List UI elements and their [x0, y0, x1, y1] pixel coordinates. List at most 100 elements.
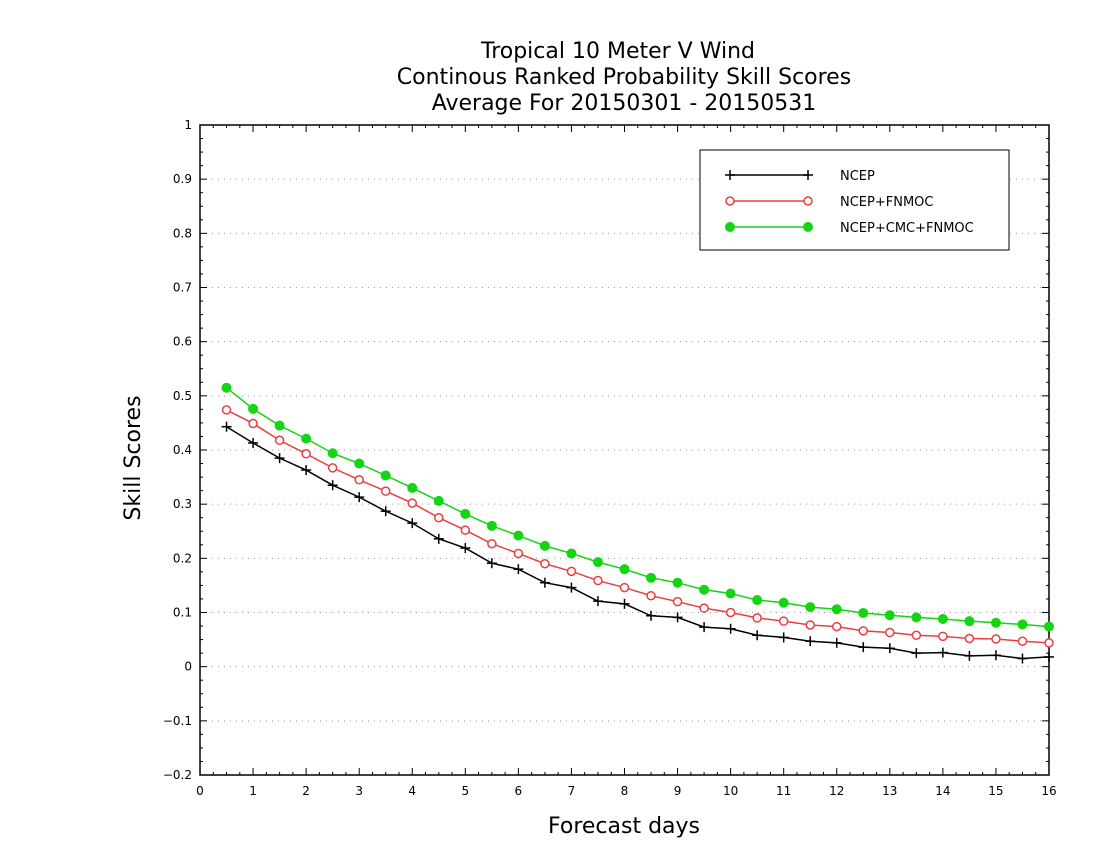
data-point — [990, 617, 1001, 628]
y-tick-label: 0.8 — [173, 226, 192, 240]
data-point — [274, 420, 285, 431]
data-point — [672, 612, 683, 623]
data-point — [539, 577, 550, 588]
x-tick-label: 11 — [776, 784, 791, 798]
data-point — [752, 613, 762, 623]
data-point — [301, 433, 312, 444]
y-tick-label: 0.9 — [173, 172, 192, 186]
data-point — [460, 525, 471, 535]
data-point — [752, 630, 763, 641]
data-point — [805, 620, 815, 630]
x-tick-label: 5 — [461, 784, 469, 798]
data-point — [433, 495, 444, 506]
legend-marker — [803, 196, 813, 206]
data-point — [752, 595, 763, 606]
legend-marker — [803, 170, 813, 180]
data-point — [778, 597, 789, 608]
data-point — [592, 557, 603, 568]
y-tick-label: 0.7 — [173, 281, 192, 295]
data-point — [619, 582, 630, 593]
data-point — [938, 631, 948, 642]
data-point — [566, 582, 577, 593]
data-point — [619, 564, 630, 575]
data-point — [221, 382, 232, 393]
y-axis-title: Skill Scores — [121, 395, 146, 520]
data-point — [486, 558, 497, 569]
x-tick-label: 14 — [935, 784, 950, 798]
data-point — [301, 465, 312, 476]
series-line — [226, 387, 1050, 628]
data-point — [407, 498, 417, 508]
data-point — [991, 634, 1001, 644]
x-tick-label: 16 — [1041, 784, 1056, 798]
data-point — [964, 616, 975, 627]
data-point — [248, 418, 258, 429]
data-point — [964, 633, 975, 644]
data-point — [248, 403, 259, 414]
y-tick-label: 1 — [184, 118, 192, 132]
series-line — [226, 426, 1050, 660]
data-point — [274, 453, 285, 464]
data-point — [539, 540, 550, 551]
data-point — [964, 650, 975, 661]
series-group — [221, 382, 1054, 664]
data-point — [699, 603, 709, 613]
data-point — [354, 475, 364, 485]
y-tick-label: 0.5 — [173, 389, 192, 403]
series-ncep-cmc-fnmoc — [221, 382, 1054, 632]
data-point — [221, 405, 232, 415]
data-point — [407, 518, 418, 529]
legend-marker — [725, 170, 735, 180]
data-point — [380, 470, 391, 481]
data-point — [884, 610, 895, 621]
data-point — [566, 548, 577, 559]
chart-title-line-1: Tropical 10 Meter V Wind — [480, 39, 755, 64]
data-point — [566, 566, 577, 577]
data-point — [699, 584, 710, 595]
data-point — [327, 480, 338, 491]
data-point — [486, 520, 497, 531]
data-point — [1017, 619, 1028, 630]
data-point — [513, 564, 524, 575]
data-point — [699, 622, 710, 633]
x-tick-label: 9 — [674, 784, 682, 798]
data-point — [592, 596, 603, 607]
data-point — [646, 572, 657, 583]
series-line — [226, 409, 1050, 644]
legend-label: NCEP+CMC+FNMOC — [840, 221, 974, 236]
data-point — [725, 588, 736, 599]
data-point — [725, 607, 736, 618]
data-point — [407, 482, 418, 493]
data-point — [1044, 651, 1054, 662]
legend-entry: NCEP+FNMOC — [725, 195, 933, 210]
data-point — [805, 602, 816, 613]
y-tick-label: 0.4 — [173, 443, 192, 457]
data-point — [354, 458, 365, 469]
data-point — [646, 610, 657, 621]
legend-label: NCEP+FNMOC — [840, 195, 933, 210]
y-tick-label: 0 — [184, 660, 192, 674]
x-axis-title: Forecast days — [548, 814, 700, 839]
x-tick-label: 0 — [196, 784, 204, 798]
data-point — [434, 512, 444, 523]
data-point — [513, 548, 524, 559]
data-point — [1017, 636, 1028, 646]
data-point — [619, 598, 630, 609]
y-tick-label: −0.1 — [163, 714, 192, 728]
chart-title: Tropical 10 Meter V Wind Continous Ranke… — [397, 39, 851, 116]
data-point — [858, 626, 869, 636]
data-point — [1044, 638, 1054, 648]
data-point — [513, 530, 524, 541]
data-point — [593, 575, 603, 586]
x-tick-label: 4 — [408, 784, 416, 798]
data-point — [327, 448, 338, 459]
data-point — [911, 648, 922, 659]
data-point — [858, 642, 869, 653]
data-point — [460, 543, 471, 554]
data-point — [540, 559, 550, 569]
legend-entry: NCEP — [725, 169, 875, 184]
data-point — [354, 492, 365, 503]
x-tick-label: 3 — [355, 784, 363, 798]
data-point — [487, 538, 497, 549]
